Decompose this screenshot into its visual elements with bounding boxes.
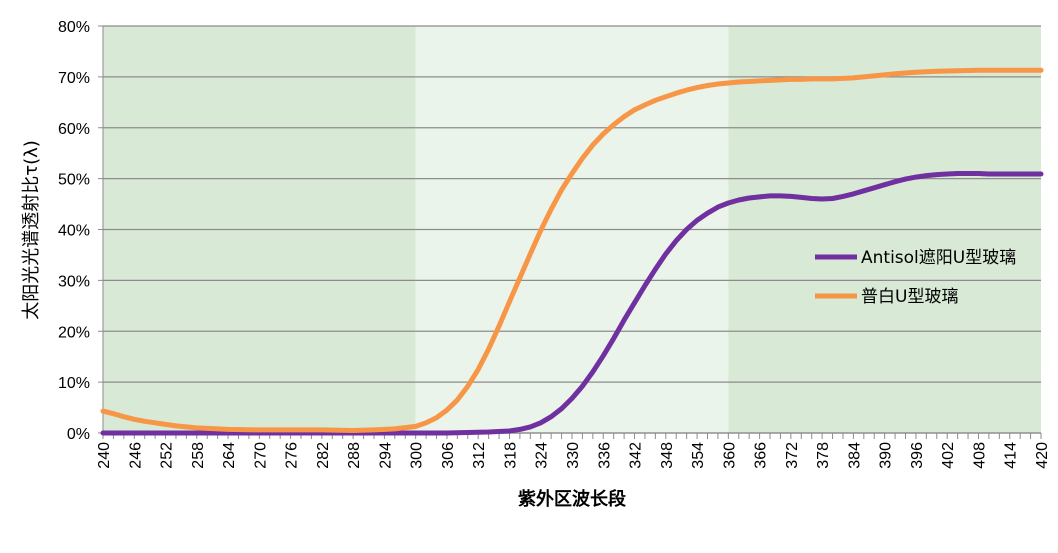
x-tick-label: 282 bbox=[315, 442, 332, 469]
y-tick-label: 70% bbox=[58, 70, 90, 87]
x-tick-label: 420 bbox=[1034, 442, 1051, 469]
x-tick-label: 366 bbox=[753, 442, 770, 469]
y-axis-title: 太阳光光谱透射比τ(λ) bbox=[21, 140, 42, 320]
x-tick-label: 336 bbox=[596, 442, 613, 469]
x-tick-label: 414 bbox=[1003, 442, 1020, 469]
x-tick-label: 246 bbox=[127, 442, 144, 469]
y-tick-label: 20% bbox=[58, 324, 90, 341]
x-tick-label: 342 bbox=[628, 442, 645, 469]
legend-label-0: Antisol遮阳U型玻璃 bbox=[861, 248, 1016, 268]
x-tick-label: 348 bbox=[659, 442, 676, 469]
x-tick-label: 306 bbox=[440, 442, 457, 469]
x-tick-label: 294 bbox=[377, 442, 394, 469]
x-tick-label: 384 bbox=[846, 442, 863, 469]
x-tick-label: 378 bbox=[815, 442, 832, 469]
x-tick-label: 354 bbox=[690, 442, 707, 469]
y-tick-label: 80% bbox=[58, 19, 90, 36]
x-tick-label: 318 bbox=[502, 442, 519, 469]
x-tick-label: 264 bbox=[221, 442, 238, 469]
x-tick-label: 276 bbox=[284, 442, 301, 469]
y-tick-label: 0% bbox=[67, 426, 90, 443]
x-tick-label: 270 bbox=[252, 442, 269, 469]
x-tick-label: 240 bbox=[96, 442, 113, 469]
x-tick-label: 360 bbox=[721, 442, 738, 469]
x-tick-label: 252 bbox=[159, 442, 176, 469]
x-tick-label: 300 bbox=[409, 442, 426, 469]
series-line-0 bbox=[100, 171, 1044, 436]
x-tick-label: 312 bbox=[471, 442, 488, 469]
axes: 0% 10% 20% 30% 40% 50% 60% 70% 80% 240 246 252 258 26… bbox=[58, 19, 1051, 469]
x-tick-label: 324 bbox=[534, 442, 551, 469]
x-axis-title: 紫外区波长段 bbox=[518, 488, 627, 510]
y-tick-label: 60% bbox=[58, 121, 90, 138]
x-tick-label: 258 bbox=[190, 442, 207, 469]
x-tick-label: 402 bbox=[940, 442, 957, 469]
series-line-1 bbox=[100, 67, 1044, 433]
x-tick-label: 372 bbox=[784, 442, 801, 469]
y-tick-label: 40% bbox=[58, 223, 90, 240]
y-tick-label: 30% bbox=[58, 273, 90, 290]
series-lines bbox=[100, 67, 1044, 436]
y-tick-label: 10% bbox=[58, 375, 90, 392]
legend-label-1: 普白U型玻璃 bbox=[861, 287, 958, 307]
x-tick-label: 396 bbox=[909, 442, 926, 469]
x-tick-label: 390 bbox=[878, 442, 895, 469]
x-tick-label: 330 bbox=[565, 442, 582, 469]
x-tick-label: 288 bbox=[346, 442, 363, 469]
y-tick-label: 50% bbox=[58, 172, 90, 189]
x-tick-label: 408 bbox=[971, 442, 988, 469]
